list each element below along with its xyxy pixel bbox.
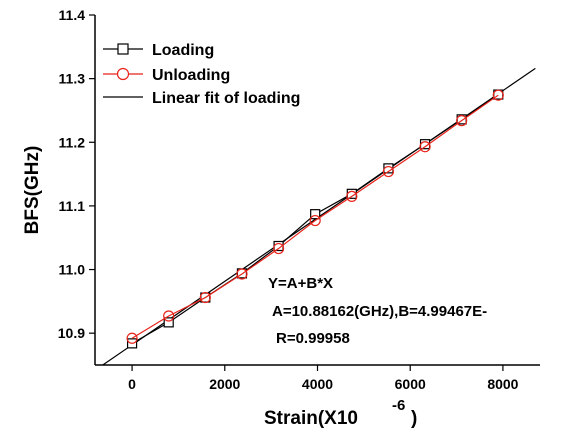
legend-item-fit: Linear fit of loading [103,90,300,107]
x-tick-label: 6000 [395,376,426,392]
x-tick-label: 2000 [209,376,240,392]
y-tick-label: 11.1 [59,198,86,214]
x-axis-label-exponent: -6 [392,397,405,414]
x-tick-label: 0 [128,376,136,392]
y-tick-label: 10.9 [58,325,85,341]
y-ticks: 10.9 11.0 11.1 11.2 11.3 11.4 [58,7,95,341]
legend: Loading Unloading Linear fit of loading [103,42,300,107]
series-group [126,89,504,349]
fit-annotation: Y=A+B*X A=10.88162(GHz),B=4.99467E- R=0.… [268,275,487,347]
x-axis-label-main: Strain(X10 [264,408,358,429]
point-unloading [492,89,504,101]
legend-label-unloading: Unloading [152,67,230,84]
point-unloading [126,332,138,344]
x-tick-label: 8000 [487,376,518,392]
x-axis-label-close: ) [411,408,417,429]
series-line-unloading [131,94,499,339]
point-unloading [456,115,468,127]
point-unloading [346,190,358,202]
legend-label-fit: Linear fit of loading [152,90,300,107]
legend-item-loading: Loading [103,42,214,59]
point-loading [310,209,321,220]
legend-square-marker-icon [117,43,129,55]
annotation-line-2: A=10.88162(GHz),B=4.99467E- [272,303,487,320]
x-axis-label: Strain(X10 -6 ) [264,397,417,429]
point-unloading [236,268,248,280]
y-tick-label: 11.3 [59,71,86,87]
y-axis-label: BFS(GHz) [22,146,43,235]
point-loading [163,317,174,328]
x-tick-label: 4000 [302,376,333,392]
point-unloading [382,165,395,178]
y-tick-label: 11.2 [59,134,86,150]
y-tick-label: 11.4 [59,7,86,23]
y-tick-label: 11.0 [59,262,86,278]
annotation-line-3: R=0.99958 [276,330,350,347]
point-unloading [419,141,431,153]
point-unloading [199,291,211,304]
legend-label-loading: Loading [152,42,214,59]
annotation-line-1: Y=A+B*X [268,275,333,292]
point-unloading [163,310,175,322]
point-unloading [309,214,321,227]
legend-circle-marker-icon [116,67,130,81]
legend-item-unloading: Unloading [103,67,230,84]
x-ticks: 0 2000 4000 6000 8000 [128,365,519,392]
point-unloading [272,242,285,255]
